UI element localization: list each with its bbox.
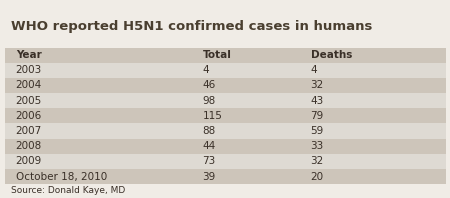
Bar (4, 48, 446, 63)
Text: Total: Total (202, 50, 231, 60)
Bar (4, 169, 446, 184)
Text: 2004: 2004 (16, 80, 42, 90)
Text: 2008: 2008 (16, 141, 42, 151)
Text: 2005: 2005 (16, 96, 42, 106)
Bar (4, 78, 446, 93)
Text: 73: 73 (202, 156, 216, 166)
Text: 79: 79 (310, 111, 324, 121)
Text: 98: 98 (202, 96, 216, 106)
Text: 2006: 2006 (16, 111, 42, 121)
Text: 43: 43 (310, 96, 324, 106)
Text: WHO reported H5N1 confirmed cases in humans: WHO reported H5N1 confirmed cases in hum… (11, 20, 373, 33)
Text: 2007: 2007 (16, 126, 42, 136)
Text: 39: 39 (202, 171, 216, 182)
Bar (4, 139, 446, 154)
Text: 20: 20 (310, 171, 324, 182)
Text: 44: 44 (202, 141, 216, 151)
Text: 4: 4 (202, 65, 209, 75)
Text: Year: Year (16, 50, 41, 60)
Text: October 18, 2010: October 18, 2010 (16, 171, 107, 182)
Bar (4, 63, 446, 78)
Bar (4, 93, 446, 108)
Bar (0, 6, 450, 48)
Text: Source: Donald Kaye, MD: Source: Donald Kaye, MD (11, 186, 126, 195)
Text: 33: 33 (310, 141, 324, 151)
Bar (4, 123, 446, 139)
Text: 59: 59 (310, 126, 324, 136)
Bar (4, 154, 446, 169)
Text: 32: 32 (310, 156, 324, 166)
Text: 115: 115 (202, 111, 222, 121)
Text: 2009: 2009 (16, 156, 42, 166)
Text: 4: 4 (310, 65, 317, 75)
Text: 46: 46 (202, 80, 216, 90)
Bar (4, 108, 446, 123)
Text: Deaths: Deaths (310, 50, 352, 60)
Text: 32: 32 (310, 80, 324, 90)
Text: 2003: 2003 (16, 65, 42, 75)
Text: 88: 88 (202, 126, 216, 136)
